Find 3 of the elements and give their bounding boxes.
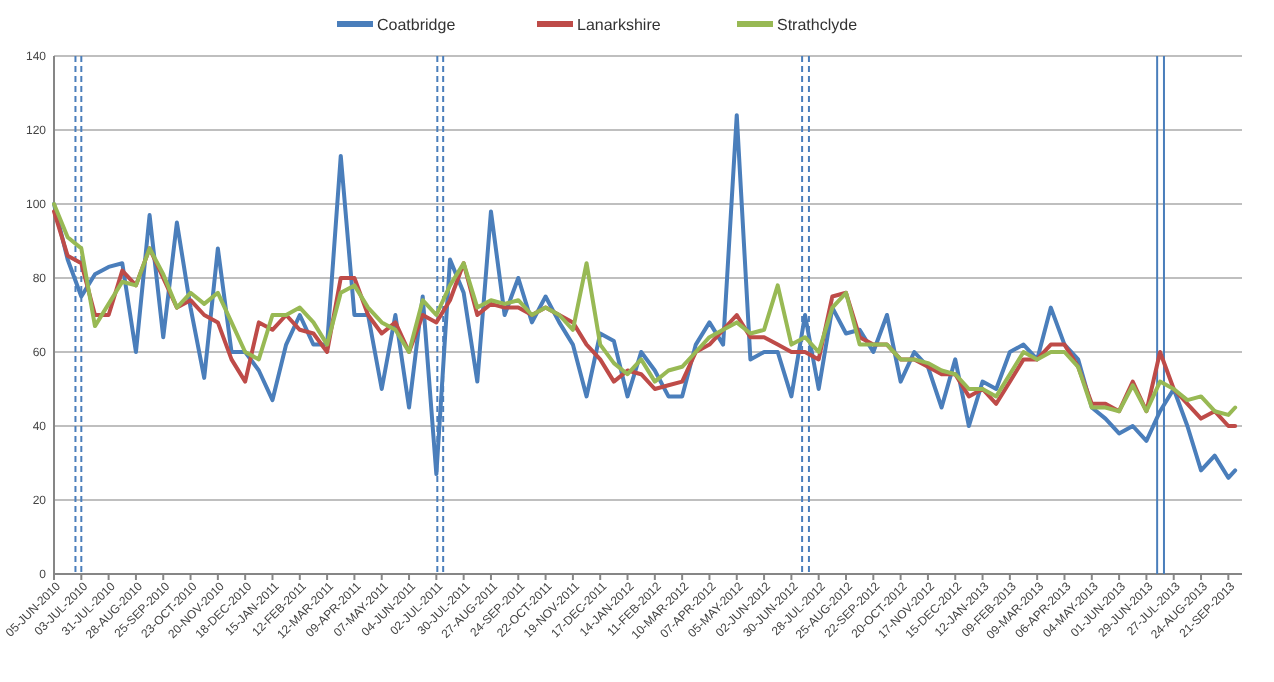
legend-label: Coatbridge	[377, 15, 457, 34]
legend-label: Strathclyde	[777, 15, 859, 34]
legend-label: Lanarkshire	[577, 15, 662, 34]
